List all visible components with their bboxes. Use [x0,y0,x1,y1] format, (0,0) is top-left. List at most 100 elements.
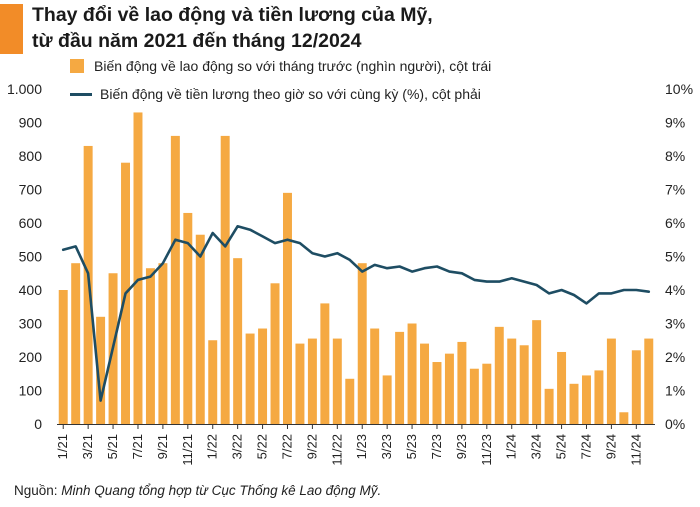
y-left-tick-label-7: 700 [19,182,43,198]
bar-25 [370,328,380,424]
bar-28 [407,323,417,424]
chart-title: Thay đổi về lao động và tiền lương của M… [32,2,433,54]
chart-title-line-2: từ đầu năm 2021 đến tháng 12/2024 [32,30,362,52]
bar-43 [594,370,604,424]
bar-8 [158,263,168,424]
bar-15 [245,333,255,424]
y-right-tick-label-3: 3% [665,316,685,332]
bar-17 [270,283,280,424]
x-tick-label-13: 3/23 [379,434,394,459]
x-tick-label-15: 7/23 [429,434,444,459]
bar-18 [282,192,292,424]
bar-36 [507,338,517,424]
y-left-tick-label-1: 100 [19,383,43,399]
x-tick-label-4: 9/21 [155,434,170,459]
x-tick-label-8: 5/22 [255,434,270,459]
y-left-tick-label-9: 900 [19,115,43,131]
source-prefix: Nguồn: [14,483,62,498]
x-tick-label-12: 1/23 [354,434,369,459]
x-tick-label-6: 1/22 [205,434,220,459]
y-right-tick-label-2: 2% [665,349,685,365]
bar-34 [482,363,492,424]
y-right-tick-label-8: 8% [665,148,685,164]
bar-29 [420,343,430,424]
bar-7 [145,268,155,424]
bar-33 [469,368,479,424]
x-tick-label-10: 9/22 [304,434,319,459]
bar-39 [544,388,554,424]
bar-20 [307,338,317,424]
bar-0 [58,290,68,424]
bar-13 [220,135,230,424]
bar-12 [208,340,218,424]
x-tick-label-7: 3/22 [230,434,245,459]
bar-10 [183,212,193,424]
x-tick-label-21: 7/24 [578,434,593,459]
wage-growth-line [61,225,651,402]
chart-title-line-1: Thay đổi về lao động và tiền lương của M… [32,4,433,26]
y-right-tick-label-7: 7% [665,182,685,198]
bar-3 [96,316,106,424]
bar-46 [631,350,641,424]
x-tick-label-2: 5/21 [105,434,120,459]
legend-item-line: Biến động về tiền lương theo giờ so với … [70,86,481,102]
legend-bar-label: Biến động về lao động so với tháng trước… [94,58,492,74]
y-left-tick-label-4: 400 [19,282,43,298]
bar-19 [295,343,305,424]
bar-1 [71,263,81,424]
bar-22 [332,338,342,424]
bar-21 [320,303,330,424]
y-right-tick-label-10: 10% [665,81,693,97]
bar-24 [357,263,367,424]
y-left-tick-label-5: 500 [19,249,43,265]
y-right-tick-label-6: 6% [665,215,685,231]
bar-11 [195,234,205,424]
y-right-tick-label-5: 5% [665,249,685,265]
x-tick-label-14: 5/23 [404,434,419,459]
y-right-tick-label-9: 9% [665,115,685,131]
y-left-tick-label-8: 800 [19,148,43,164]
bar-45 [619,412,629,424]
title-accent-bar [0,4,23,54]
bar-30 [432,362,442,424]
bar-40 [557,351,567,424]
x-tick-label-9: 7/22 [279,434,294,459]
bar-9 [170,135,180,424]
legend-line-swatch [70,92,92,96]
y-left-tick-label-10: 1.000 [7,81,42,97]
legend-line-label: Biến động về tiền lương theo giờ so với … [100,86,481,102]
bar-35 [494,326,504,424]
x-tick-label-3: 7/21 [130,434,145,459]
legend-item-bars: Biến động về lao động so với tháng trước… [70,58,491,74]
x-tick-label-17: 11/23 [479,434,494,466]
bar-47 [644,338,654,424]
bar-27 [395,331,405,424]
x-tick-label-1: 3/21 [80,434,95,459]
bar-42 [581,375,591,424]
bar-14 [233,258,243,424]
x-tick-label-23: 11/24 [628,434,643,466]
x-tick-label-16: 9/23 [454,434,469,459]
bar-32 [457,341,467,424]
bar-23 [345,378,355,424]
x-tick-label-5: 11/21 [180,434,195,466]
x-tick-label-18: 1/24 [504,434,519,459]
bar-6 [133,112,143,424]
x-tick-label-19: 3/24 [529,434,544,459]
y-right-tick-label-0: 0% [665,416,685,432]
bar-31 [444,353,454,424]
bar-38 [532,320,542,424]
bar-26 [382,375,392,424]
bar-44 [606,338,616,424]
source-note: Nguồn: Minh Quang tổng hợp từ Cục Thống … [14,483,381,498]
x-tick-label-0: 1/21 [55,434,70,459]
y-right-tick-label-1: 1% [665,383,685,399]
y-left-tick-label-2: 200 [19,349,43,365]
bar-41 [569,383,579,424]
y-left-tick-label-0: 0 [34,416,42,432]
y-right-tick-label-4: 4% [665,282,685,298]
legend-bar-swatch [70,59,84,73]
x-tick-label-11: 11/22 [329,434,344,466]
y-left-tick-label-3: 300 [19,316,43,332]
